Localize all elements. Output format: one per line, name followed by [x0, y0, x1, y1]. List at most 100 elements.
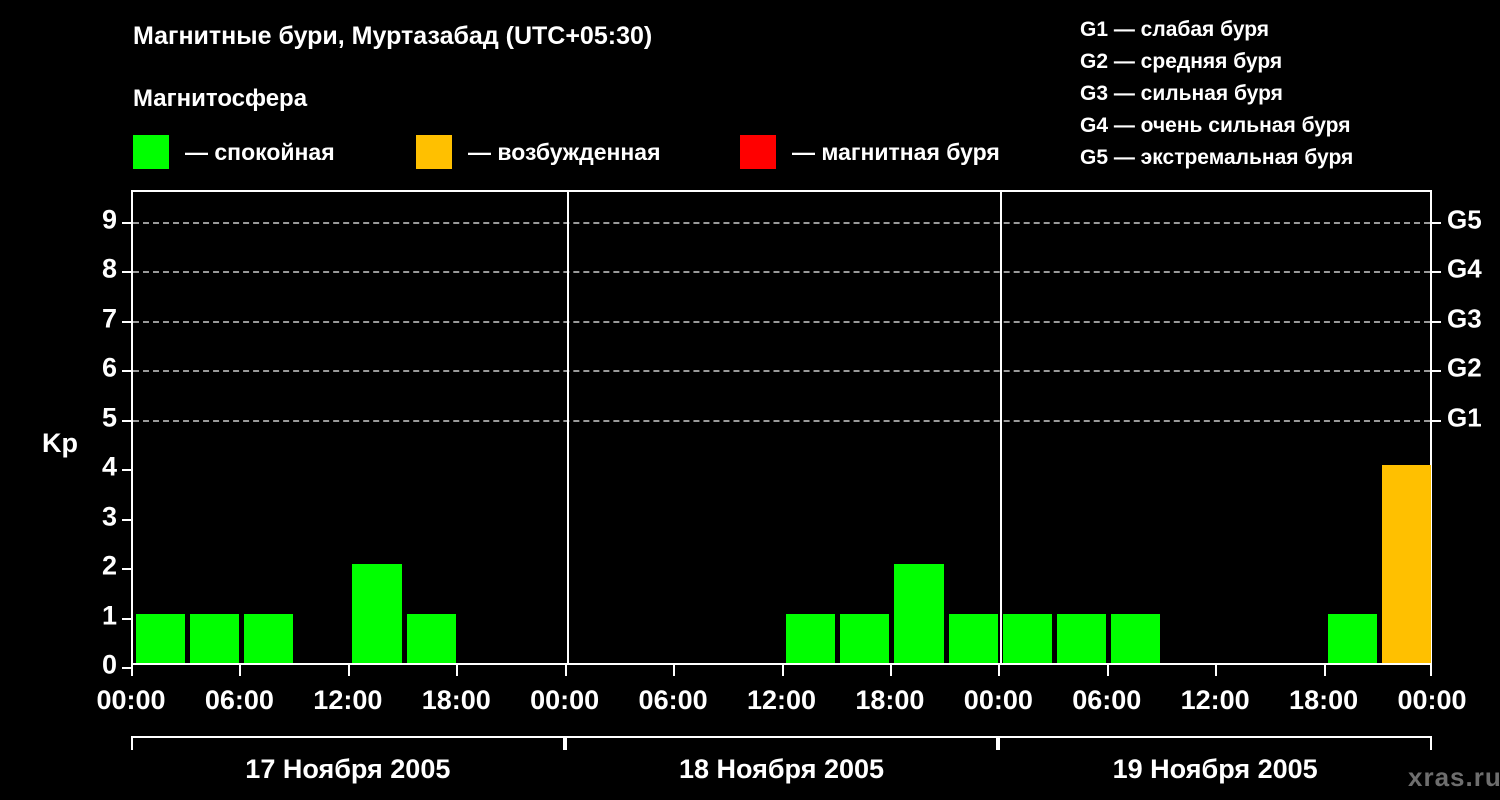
x-tick-label: 12:00 — [1180, 685, 1250, 715]
bar — [1382, 465, 1432, 663]
day-separator — [566, 192, 569, 663]
y-tick-mark — [122, 320, 133, 323]
g-tick-mark — [1430, 419, 1441, 422]
storm-scale-row-g3: G3 — сильная буря — [1080, 78, 1353, 110]
legend-item-label: — спокойная — [185, 138, 335, 165]
x-tick-label: 00:00 — [1397, 685, 1467, 715]
y-tick-mark — [122, 518, 133, 521]
storm-scale-row-g5: G5 — экстремальная буря — [1080, 142, 1353, 174]
storm-scale-code: G5 — [1080, 146, 1109, 169]
x-tick-mark — [889, 665, 892, 676]
g-tick-mark — [1430, 320, 1441, 323]
bar — [135, 613, 185, 663]
gridline — [133, 320, 1430, 323]
storm-scale-text: — сильная буря — [1108, 82, 1283, 105]
date-axis: 17 Ноября 2005 18 Ноября 2005 19 Ноября 20… — [131, 736, 1432, 796]
storm-scale-code: G2 — [1080, 50, 1109, 73]
y-tick-mark — [122, 221, 133, 224]
x-tick-label: 18:00 — [1289, 685, 1359, 715]
y-tick-mark — [122, 370, 133, 373]
x-tick-mark — [1106, 665, 1109, 676]
storm-scale-row-g1: G1 — слабая буря — [1080, 14, 1353, 46]
y-tick-mark — [122, 469, 133, 472]
storm-scale-text: — экстремальная буря — [1108, 146, 1354, 169]
x-tick-label: 06:00 — [1072, 685, 1142, 715]
date-bracket — [564, 736, 999, 750]
x-tick-mark — [1430, 665, 1432, 676]
quiet-swatch — [133, 135, 169, 169]
y-tick-label: 0 — [101, 649, 117, 680]
bar — [1002, 613, 1053, 663]
bar — [840, 613, 890, 663]
g-tick-label-g1: G1 — [1447, 402, 1482, 433]
x-tick-mark — [673, 665, 676, 676]
gridline — [133, 419, 1430, 422]
x-tick-label: 06:00 — [638, 685, 708, 715]
g-tick-label-g3: G3 — [1447, 303, 1482, 334]
x-tick-mark — [998, 665, 1001, 676]
storm-scale-legend: G1 — слабая буря G2 — средняя буря G3 — си… — [1080, 14, 1353, 174]
bar — [1111, 613, 1161, 663]
g-tick-label-g2: G2 — [1447, 352, 1482, 383]
storm-scale-text: — очень сильная буря — [1108, 114, 1351, 137]
legend-item-1: — возбужденная — [416, 132, 661, 172]
bar — [406, 613, 456, 663]
x-tick-label: 12:00 — [313, 685, 383, 715]
x-axis-ticks — [131, 665, 1432, 677]
x-tick-mark — [564, 665, 567, 676]
x-tick-mark — [1323, 665, 1326, 676]
y-tick-label: 9 — [101, 204, 117, 235]
legend-item-label: — возбужденная — [468, 138, 661, 165]
storm-scale-row-g4: G4 — очень сильная буря — [1080, 110, 1353, 142]
bar — [352, 564, 402, 663]
x-tick-label: 18:00 — [421, 685, 491, 715]
y-tick-label: 4 — [101, 451, 117, 482]
y-tick-label: 2 — [101, 550, 117, 581]
storm-scale-row-g2: G2 — средняя буря — [1080, 46, 1353, 78]
x-tick-mark — [131, 665, 133, 676]
date-label: 17 Ноября 2005 — [245, 754, 451, 784]
storm-scale-text: — средняя буря — [1108, 50, 1283, 73]
page-title: Магнитные бури, Муртазабад (UTC+05:30) — [133, 22, 653, 50]
y-tick-mark — [122, 617, 133, 620]
g-tick-mark — [1430, 370, 1441, 373]
x-tick-mark — [1215, 665, 1218, 676]
y-tick-label: 7 — [101, 303, 117, 334]
unsettled-swatch — [416, 135, 452, 169]
x-tick-label: 12:00 — [746, 685, 817, 715]
storm-scale-code: G4 — [1080, 114, 1109, 137]
legend-item-0: — спокойная — [133, 132, 335, 172]
watermark: xras.ru — [1408, 762, 1500, 792]
x-tick-label: 00:00 — [96, 685, 166, 715]
x-tick-mark — [781, 665, 784, 676]
bar — [948, 613, 998, 663]
y-tick-mark — [122, 419, 133, 422]
bar — [243, 613, 294, 663]
x-tick-mark — [239, 665, 242, 676]
chart-plot-area — [122, 190, 1441, 669]
x-tick-label: 00:00 — [530, 685, 600, 715]
y-tick-label: 5 — [101, 402, 117, 433]
x-tick-label: 00:00 — [963, 685, 1033, 715]
date-bracket — [131, 736, 565, 750]
storm-swatch — [740, 135, 776, 169]
date-label: 18 Ноября 2005 — [678, 754, 885, 784]
legend-item-2: — магнитная буря — [740, 132, 1000, 172]
gridline — [133, 271, 1430, 274]
x-tick-mark — [456, 665, 459, 676]
date-label: 19 Ноября 2005 — [1112, 754, 1318, 784]
x-tick-label: 18:00 — [855, 685, 925, 715]
y-tick-label: 1 — [101, 600, 117, 631]
storm-scale-text: — слабая буря — [1108, 18, 1270, 41]
date-bracket — [998, 736, 1432, 750]
bar — [786, 613, 836, 663]
bar — [1328, 613, 1378, 663]
y-tick-mark — [122, 568, 133, 571]
legend-item-label: — магнитная буря — [792, 138, 1000, 165]
y-tick-label: 8 — [101, 253, 117, 284]
gridline — [133, 221, 1430, 224]
x-tick-label: 06:00 — [204, 685, 274, 715]
x-tick-mark — [347, 665, 350, 676]
y-tick-mark — [122, 667, 133, 669]
storm-scale-code: G1 — [1080, 18, 1109, 41]
